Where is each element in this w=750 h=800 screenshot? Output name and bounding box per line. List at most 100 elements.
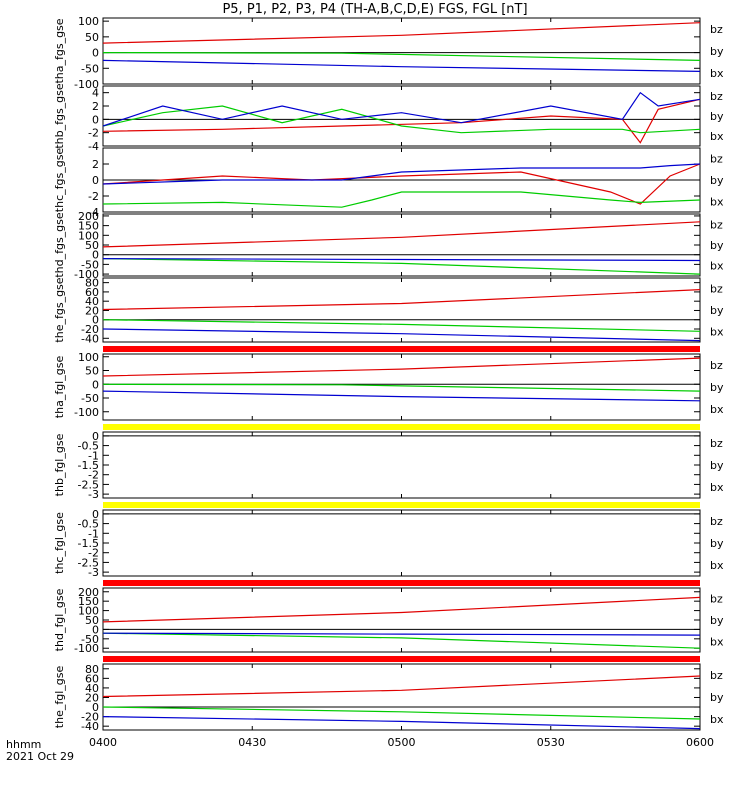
y-tick-label: -1.5	[78, 459, 99, 472]
series-bx-line	[102, 632, 701, 636]
time-axis-date-label: 2021 Oct 29	[6, 750, 74, 763]
y-tick-label: -3	[88, 488, 99, 501]
y-tick-label: -4	[88, 206, 99, 219]
y-tick-label: 40	[85, 682, 99, 695]
panel-8: -3-2.5-2-1.5-1-0.50 thc_fgl_gse bz by bx	[53, 508, 724, 579]
y-tick-label: -2	[88, 127, 99, 140]
panel-ylabel: thc_fgs_gse	[53, 148, 66, 213]
panel-frame	[102, 431, 701, 499]
series-bz-line	[102, 357, 701, 377]
y-tick-label: -100	[74, 268, 99, 281]
y-tick-label: 100	[78, 229, 99, 242]
series-by-line	[102, 319, 701, 332]
legend-bx: bx	[710, 559, 724, 572]
legend-bx: bx	[710, 325, 724, 338]
series-bx-line	[102, 59, 701, 72]
series-by-line	[102, 632, 701, 649]
legend-bx: bx	[710, 481, 724, 494]
panel-ylabel: thb_fgs_gse	[53, 83, 66, 149]
y-tick-label: -2.5	[78, 478, 99, 491]
series-bx-line	[102, 716, 701, 730]
y-tick-label: 100	[78, 15, 99, 28]
y-tick-label: 0	[92, 249, 99, 262]
panel-ylabel: tha_fgs_gse	[53, 18, 66, 83]
y-tick-label: 40	[85, 295, 99, 308]
y-tick-label: -20	[81, 323, 99, 336]
panel-frame	[102, 277, 701, 343]
series-by-line	[102, 706, 701, 720]
legend-bx: bx	[710, 713, 724, 726]
legend-by: by	[710, 174, 724, 187]
status-bar-red	[103, 346, 700, 352]
legend-bz: bz	[710, 515, 723, 528]
y-tick-label: -2.5	[78, 556, 99, 569]
y-tick-label: -0.5	[78, 440, 99, 453]
legend-by: by	[710, 304, 724, 317]
y-tick-label: 2	[92, 158, 99, 171]
y-tick-label: -40	[81, 332, 99, 345]
legend-bz: bz	[710, 23, 723, 36]
legend-bx: bx	[710, 195, 724, 208]
time-axis-corner-label: hhmm	[6, 738, 41, 751]
y-tick-label: 2	[92, 100, 99, 113]
y-tick-label: 200	[78, 210, 99, 223]
y-tick-label: 0	[92, 47, 99, 60]
status-bar-red	[103, 656, 700, 662]
legend-bz: bz	[710, 669, 723, 682]
legend-bx: bx	[710, 403, 724, 416]
series-bz-line	[102, 289, 701, 311]
y-tick-label: -2	[88, 469, 99, 482]
y-tick-label: -100	[74, 78, 99, 91]
y-tick-label: 100	[78, 605, 99, 618]
y-tick-label: -1	[88, 449, 99, 462]
y-tick-label: -40	[81, 720, 99, 733]
y-tick-label: 0	[92, 430, 99, 443]
panel-frame	[102, 587, 701, 653]
y-tick-label: 100	[78, 351, 99, 364]
panel-frame	[102, 17, 701, 85]
status-bar-yellow	[103, 424, 700, 430]
series-bz-line	[102, 163, 701, 205]
legend-by: by	[710, 45, 724, 58]
series-by-line	[102, 191, 701, 208]
y-tick-label: 0	[92, 623, 99, 636]
y-tick-label: 80	[85, 663, 99, 676]
legend-by: by	[710, 691, 724, 704]
panel-1: -100 -50 0 50 100 tha_fgs_gse bz by bx	[53, 15, 724, 91]
y-tick-label: 0	[92, 174, 99, 187]
panel-frame	[102, 213, 701, 277]
legend-bz: bz	[710, 90, 723, 103]
y-tick-label: 50	[85, 365, 99, 378]
y-tick-label: -100	[74, 642, 99, 655]
panel-3: -4 -2 0 2 thc_fgs_gse bz by bx	[53, 147, 724, 219]
y-tick-label: 200	[78, 586, 99, 599]
series-by-line	[102, 383, 701, 392]
legend-by: by	[710, 614, 724, 627]
series-bx-line	[102, 390, 701, 402]
y-tick-label: 150	[78, 595, 99, 608]
legend-bx: bx	[710, 260, 724, 273]
status-bars-group	[103, 346, 700, 662]
y-tick-label: 0	[92, 113, 99, 126]
legend-by: by	[710, 459, 724, 472]
status-bar-yellow	[103, 502, 700, 508]
legend-bx: bx	[710, 635, 724, 648]
series-by-line	[102, 52, 701, 61]
panel-frame	[102, 85, 701, 147]
series-bz-line	[102, 221, 701, 248]
legend-by: by	[710, 110, 724, 123]
panel-ylabel: the_fgl_gse	[53, 666, 66, 729]
y-tick-label: 0	[92, 314, 99, 327]
y-tick-label: -0.5	[78, 518, 99, 531]
series-bx-line	[102, 163, 701, 185]
series-bz-line	[102, 98, 701, 144]
y-tick-label: -3	[88, 566, 99, 579]
legend-by: by	[710, 239, 724, 252]
plot-title: P5, P1, P2, P3, P4 (TH-A,B,C,D,E) FGS, F…	[222, 2, 527, 17]
y-tick-label: -2	[88, 190, 99, 203]
